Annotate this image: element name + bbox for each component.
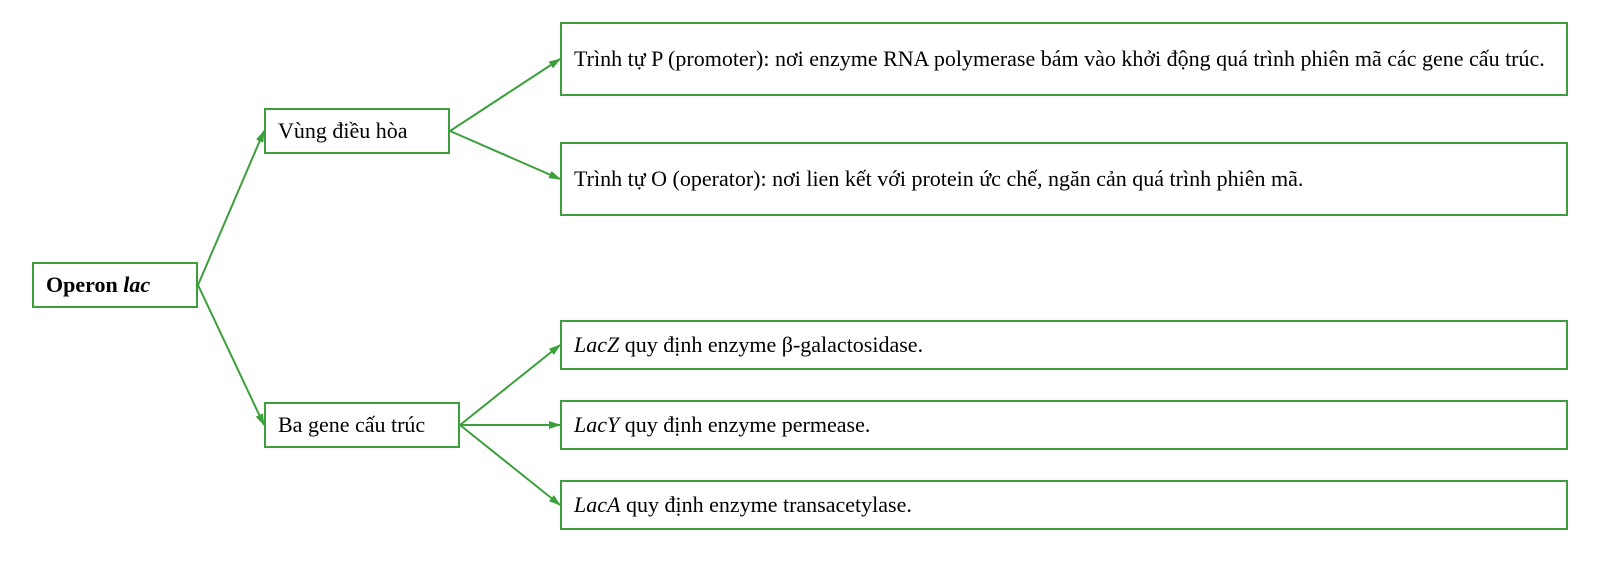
tree-leaf-promoter: Trình tự P (promoter): nơi enzyme RNA po…	[560, 22, 1568, 96]
leaf3-label: LacZ quy định enzyme β-galactosidase.	[574, 332, 923, 358]
tree-leaf-operator: Trình tự O (operator): nơi lien kết với …	[560, 142, 1568, 216]
leaf2-label: Trình tự O (operator): nơi lien kết với …	[574, 166, 1303, 192]
edge-arrow	[198, 285, 264, 425]
tree-root-node: Operon lac	[32, 262, 198, 308]
edge-arrow	[460, 345, 560, 425]
edge-arrow	[450, 59, 560, 131]
leaf5-rest: quy định enzyme transacetylase.	[620, 492, 911, 517]
tree-leaf-laca: LacA quy định enzyme transacetylase.	[560, 480, 1568, 530]
edge-arrow	[198, 131, 264, 285]
mid1-label: Vùng điều hòa	[278, 118, 408, 144]
leaf5-label: LacA quy định enzyme transacetylase.	[574, 492, 912, 518]
root-label-prefix: Operon	[46, 272, 123, 297]
leaf4-rest: quy định enzyme permease.	[619, 412, 870, 437]
tree-node-regulatory-region: Vùng điều hòa	[264, 108, 450, 154]
root-label-italic: lac	[123, 272, 150, 297]
mid2-label: Ba gene cấu trúc	[278, 412, 425, 438]
root-label: Operon lac	[46, 272, 150, 298]
edge-arrow	[450, 131, 560, 179]
leaf3-italic: LacZ	[574, 332, 619, 357]
leaf3-rest: quy định enzyme β-galactosidase.	[619, 332, 923, 357]
edge-arrow	[460, 425, 560, 505]
leaf5-italic: LacA	[574, 492, 620, 517]
leaf1-label: Trình tự P (promoter): nơi enzyme RNA po…	[574, 46, 1545, 72]
leaf4-italic: LacY	[574, 412, 619, 437]
tree-leaf-lacy: LacY quy định enzyme permease.	[560, 400, 1568, 450]
leaf4-label: LacY quy định enzyme permease.	[574, 412, 870, 438]
tree-node-structural-genes: Ba gene cấu trúc	[264, 402, 460, 448]
tree-leaf-lacz: LacZ quy định enzyme β-galactosidase.	[560, 320, 1568, 370]
